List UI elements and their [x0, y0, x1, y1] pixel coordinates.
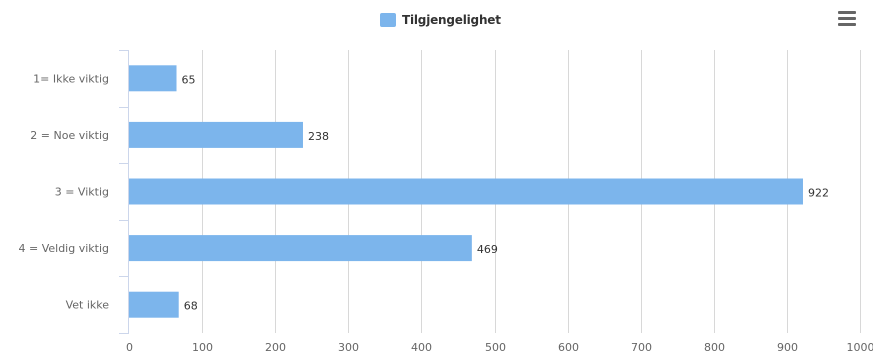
data-label: 469	[477, 243, 498, 256]
bar	[129, 235, 472, 261]
x-tick-label: 400	[411, 341, 432, 354]
category-label: 3 = Viktig	[55, 186, 109, 199]
x-tick-label: 700	[631, 341, 652, 354]
hamburger-menu-icon[interactable]	[838, 8, 860, 28]
x-tick-label: 500	[485, 341, 506, 354]
x-tick-label: 900	[777, 341, 798, 354]
bar	[129, 65, 177, 91]
legend[interactable]: Tilgjengelighet	[380, 11, 501, 29]
x-tick-label: 200	[265, 341, 286, 354]
bar	[129, 292, 179, 318]
category-label: 4 = Veldig viktig	[18, 242, 109, 255]
x-tick-label: 300	[338, 341, 359, 354]
bar	[129, 122, 303, 148]
x-tick-label: 100	[192, 341, 213, 354]
category-label: Vet ikke	[66, 299, 110, 312]
data-label: 922	[808, 187, 829, 200]
x-tick-label: 0	[126, 341, 133, 354]
legend-label: Tilgjengelighet	[402, 13, 501, 27]
category-label: 1= Ikke viktig	[33, 72, 109, 85]
data-label: 238	[308, 130, 329, 143]
category-label: 2 = Noe viktig	[30, 129, 109, 142]
bar	[129, 179, 803, 205]
x-tick-label: 1000	[847, 341, 873, 354]
x-tick-label: 800	[704, 341, 725, 354]
legend-swatch	[380, 13, 396, 27]
data-label: 68	[184, 300, 198, 313]
x-tick-label: 600	[558, 341, 579, 354]
data-label: 65	[182, 73, 196, 86]
